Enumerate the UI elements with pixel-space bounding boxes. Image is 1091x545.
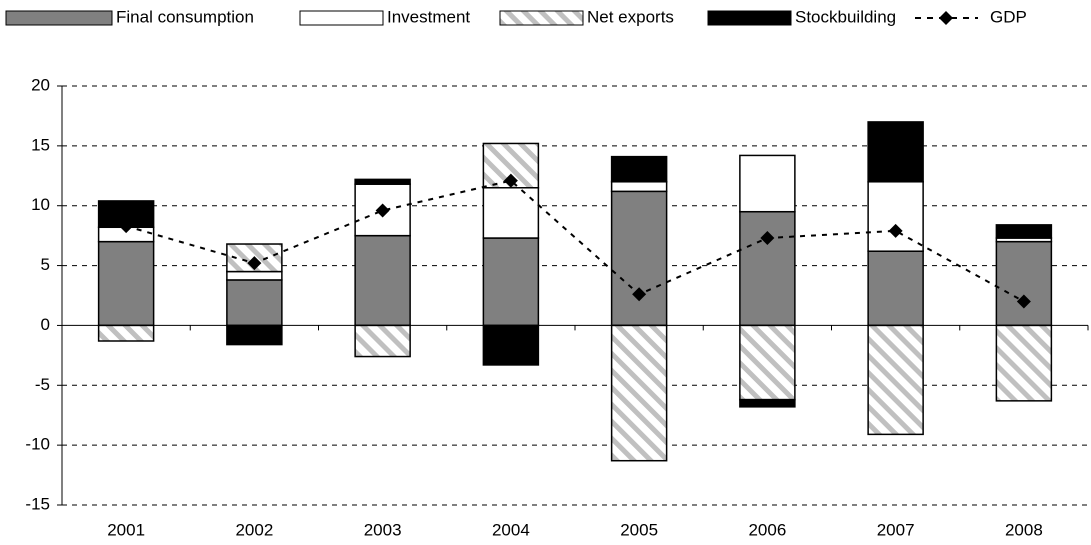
bar-segment <box>610 324 668 462</box>
bar-segment <box>867 250 924 327</box>
x-tick-label: 2002 <box>235 520 273 539</box>
legend-label: Final consumption <box>116 7 254 26</box>
legend-label: Net exports <box>587 7 674 26</box>
legend-swatch <box>299 10 384 26</box>
gdp-marker <box>632 287 647 302</box>
bar-segment <box>995 324 1053 402</box>
bar-segment <box>610 181 668 193</box>
bar-segment <box>867 121 924 183</box>
x-tick-label: 2004 <box>492 520 530 539</box>
x-tick-label: 2007 <box>877 520 915 539</box>
bar-segment <box>867 324 924 436</box>
bar-segment <box>995 240 1053 327</box>
legend-label: Investment <box>387 7 470 26</box>
bar-segment <box>226 279 283 327</box>
bar-segment <box>226 270 283 281</box>
bar-segment <box>739 398 796 408</box>
legend-swatch <box>707 10 792 26</box>
bar-segment <box>97 324 155 342</box>
bar-segment <box>354 234 411 327</box>
gdp-line <box>125 179 1025 303</box>
y-tick-label: -15 <box>25 494 50 513</box>
bar-segment <box>482 324 540 366</box>
x-tick-label: 2001 <box>107 520 145 539</box>
bar-segment <box>995 224 1053 239</box>
bar-segment <box>482 237 540 327</box>
bar-segment <box>97 240 155 327</box>
gdp-marker <box>119 219 134 234</box>
bar-segment <box>739 324 796 401</box>
bar-segment <box>354 178 411 185</box>
legend-label: Stockbuilding <box>795 7 896 26</box>
x-tick-label: 2003 <box>364 520 402 539</box>
gdp-marker <box>503 173 518 188</box>
bar-segment <box>610 190 668 327</box>
y-tick-label: 15 <box>31 135 50 154</box>
gdp-marker <box>888 223 903 238</box>
bar-segment <box>739 210 796 327</box>
x-tick-label: 2008 <box>1005 520 1043 539</box>
legend-swatch <box>499 10 584 26</box>
bar-segment <box>482 187 540 239</box>
bar-segment <box>482 142 540 189</box>
y-tick-label: -10 <box>25 435 50 454</box>
x-tick-label: 2006 <box>748 520 786 539</box>
bar-segment <box>867 181 924 252</box>
y-tick-label: -5 <box>35 375 50 394</box>
legend-marker <box>939 11 953 25</box>
y-tick-label: 20 <box>31 75 50 94</box>
bar-segment <box>610 155 668 183</box>
gdp-marker <box>375 203 390 218</box>
gdp-marker <box>247 256 262 271</box>
y-tick-label: 0 <box>41 315 50 334</box>
gdp-marker <box>760 231 775 246</box>
legend-swatch <box>5 10 113 26</box>
x-tick-label: 2005 <box>620 520 658 539</box>
y-tick-label: 5 <box>41 255 50 274</box>
legend: Final consumption Investment Net exports… <box>5 7 1027 26</box>
legend-label: GDP <box>990 7 1027 26</box>
y-tick-label: 10 <box>31 195 50 214</box>
bar-segment <box>354 324 411 358</box>
bar-segment <box>226 324 283 346</box>
gdp-marker <box>1016 294 1031 309</box>
bar-segment <box>739 154 796 213</box>
